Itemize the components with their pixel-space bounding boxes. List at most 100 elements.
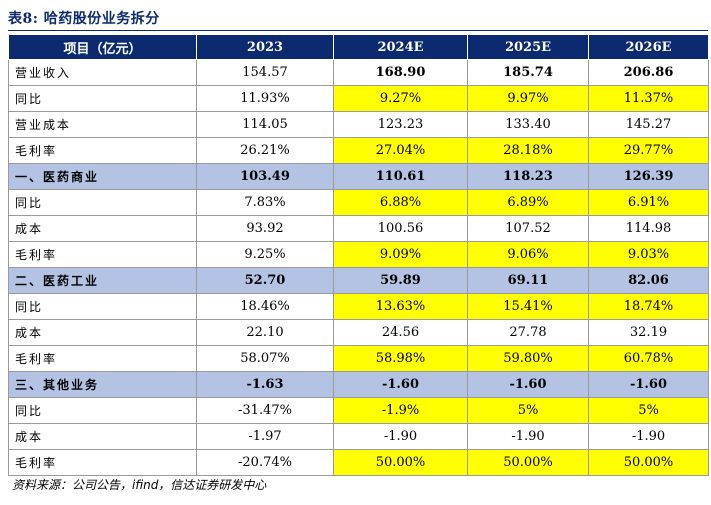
table-cell: 82.06 (588, 267, 709, 294)
row-label: 毛利率 (8, 137, 197, 164)
table-cell: 58.07% (196, 345, 334, 372)
table-row: 毛利率 9.25% 9.09% 9.06% 9.03% (8, 241, 709, 268)
table-cell: 29.77% (588, 137, 709, 164)
header-year: 2023 (196, 34, 334, 60)
table-cell: 168.90 (333, 59, 468, 86)
table-cell: 9.09% (333, 241, 468, 268)
table-cell: 27.04% (333, 137, 468, 164)
table-row: 同比 -31.47% -1.9% 5% 5% (8, 397, 709, 424)
table-cell: 59.80% (467, 345, 589, 372)
table-cell: 11.93% (196, 85, 334, 112)
header-year: 2024E (333, 34, 468, 60)
table-cell: 5% (467, 397, 589, 424)
table-cell: -1.90 (467, 423, 589, 450)
table-cell: 18.74% (588, 293, 709, 320)
row-label: 同比 (8, 397, 197, 424)
table-cell: 126.39 (588, 163, 709, 190)
row-label: 毛利率 (8, 449, 197, 476)
table-cell: 52.70 (196, 267, 334, 294)
row-label: 同比 (8, 85, 197, 112)
table-cell: -20.74% (196, 449, 334, 476)
table-cell: -1.63 (196, 371, 334, 398)
table-cell: 7.83% (196, 189, 334, 216)
section-row: 二、医药工业 52.70 59.89 69.11 82.06 (8, 267, 709, 294)
table-cell: 26.21% (196, 137, 334, 164)
table-row: 同比 7.83% 6.88% 6.89% 6.91% (8, 189, 709, 216)
table-cell: 6.91% (588, 189, 709, 216)
business-breakdown-table: 项目（亿元） 2023 2024E 2025E 2026E 营业收入 154.57… (8, 34, 709, 476)
table-row: 同比 11.93% 9.27% 9.97% 11.37% (8, 85, 709, 112)
table-cell: -1.97 (196, 423, 334, 450)
row-label: 毛利率 (8, 241, 197, 268)
row-label: 同比 (8, 189, 197, 216)
table-row: 成本 22.10 24.56 27.78 32.19 (8, 319, 709, 346)
header-year: 2026E (588, 34, 709, 60)
table-cell: 27.78 (467, 319, 589, 346)
table-cell: 154.57 (196, 59, 334, 86)
table-cell: 50.00% (333, 449, 468, 476)
table-cell: 9.27% (333, 85, 468, 112)
table-cell: 145.27 (588, 111, 709, 138)
row-label: 成本 (8, 423, 197, 450)
table-cell: 59.89 (333, 267, 468, 294)
table-cell: 103.49 (196, 163, 334, 190)
table-cell: 110.61 (333, 163, 468, 190)
table-cell: -1.90 (333, 423, 468, 450)
table-cell: 9.06% (467, 241, 589, 268)
row-label: 同比 (8, 293, 197, 320)
table-cell: 107.52 (467, 215, 589, 242)
table-cell: 13.63% (333, 293, 468, 320)
table-cell: 6.89% (467, 189, 589, 216)
table-row: 毛利率 58.07% 58.98% 59.80% 60.78% (8, 345, 709, 372)
section-row: 三、其他业务 -1.63 -1.60 -1.60 -1.60 (8, 371, 709, 398)
table-cell: -1.9% (333, 397, 468, 424)
table-cell: 5% (588, 397, 709, 424)
table-cell: -31.47% (196, 397, 334, 424)
table-header-row: 项目（亿元） 2023 2024E 2025E 2026E (8, 34, 709, 60)
table-cell: 50.00% (588, 449, 709, 476)
table-cell: 206.86 (588, 59, 709, 86)
table-row: 成本 -1.97 -1.90 -1.90 -1.90 (8, 423, 709, 450)
table-cell: 114.05 (196, 111, 334, 138)
header-item: 项目（亿元） (8, 34, 197, 60)
row-label: 成本 (8, 319, 197, 346)
table-row: 同比 18.46% 13.63% 15.41% 18.74% (8, 293, 709, 320)
table-cell: 11.37% (588, 85, 709, 112)
table-cell: 6.88% (333, 189, 468, 216)
table-cell: 28.18% (467, 137, 589, 164)
table-row: 毛利率 -20.74% 50.00% 50.00% 50.00% (8, 449, 709, 476)
table-cell: 133.40 (467, 111, 589, 138)
table-cell: 93.92 (196, 215, 334, 242)
table-cell: 60.78% (588, 345, 709, 372)
table-row: 营业收入 154.57 168.90 185.74 206.86 (8, 59, 709, 86)
table-row: 营业成本 114.05 123.23 133.40 145.27 (8, 111, 709, 138)
table-title: 表8: 哈药股份业务拆分 (8, 11, 160, 27)
title-divider (8, 30, 708, 31)
table-cell: 18.46% (196, 293, 334, 320)
table-cell: -1.60 (333, 371, 468, 398)
table-cell: 9.03% (588, 241, 709, 268)
table-row: 成本 93.92 100.56 107.52 114.98 (8, 215, 709, 242)
row-label: 营业成本 (8, 111, 197, 138)
table-cell: 50.00% (467, 449, 589, 476)
row-label: 成本 (8, 215, 197, 242)
table-cell: 22.10 (196, 319, 334, 346)
table-cell: 123.23 (333, 111, 468, 138)
table-cell: 58.98% (333, 345, 468, 372)
source-note: 资料来源：公司公告，ifind，信达证券研发中心 (12, 478, 267, 492)
table-cell: 185.74 (467, 59, 589, 86)
row-label: 营业收入 (8, 59, 197, 86)
table-cell: 9.97% (467, 85, 589, 112)
table-row: 毛利率 26.21% 27.04% 28.18% 29.77% (8, 137, 709, 164)
row-label: 毛利率 (8, 345, 197, 372)
table-cell: 118.23 (467, 163, 589, 190)
table-cell: 114.98 (588, 215, 709, 242)
table-cell: 100.56 (333, 215, 468, 242)
row-label: 三、其他业务 (8, 371, 197, 398)
row-label: 二、医药工业 (8, 267, 197, 294)
table-body: 营业收入 154.57 168.90 185.74 206.86 同比 11.93% 9.27… (8, 59, 709, 476)
table-cell: 15.41% (467, 293, 589, 320)
table-cell: 24.56 (333, 319, 468, 346)
header-year: 2025E (467, 34, 589, 60)
table-cell: 9.25% (196, 241, 334, 268)
